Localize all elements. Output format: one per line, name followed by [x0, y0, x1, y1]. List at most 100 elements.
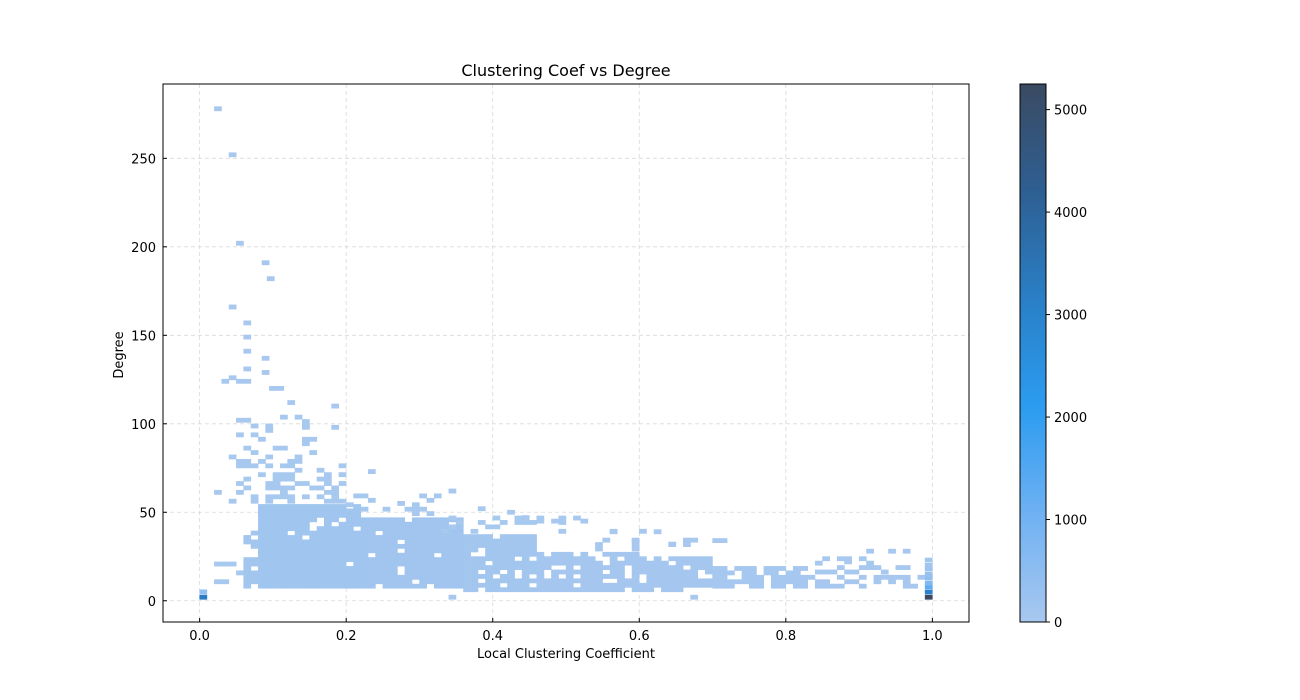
histogram-cell — [463, 538, 471, 544]
histogram-cell — [280, 414, 288, 420]
histogram-cell — [243, 348, 252, 354]
histogram-cell — [250, 574, 259, 580]
histogram-cell — [265, 548, 274, 554]
histogram-cell — [419, 574, 427, 580]
histogram-cell — [375, 526, 384, 532]
histogram-cell — [258, 521, 266, 527]
histogram-cell — [455, 520, 464, 525]
histogram-cell — [573, 578, 581, 584]
histogram-cell — [382, 570, 391, 576]
histogram-cell — [214, 561, 222, 567]
histogram-cell — [558, 569, 567, 575]
histogram-cell — [345, 508, 354, 514]
histogram-cell — [272, 530, 281, 536]
histogram-cell — [902, 574, 911, 580]
histogram-cell — [265, 574, 274, 580]
histogram-cell — [280, 463, 288, 469]
histogram-cell — [265, 504, 274, 509]
histogram-cell — [587, 582, 596, 588]
histogram-cell — [507, 574, 515, 579]
histogram-cell — [455, 561, 464, 567]
histogram-cell — [404, 548, 413, 554]
histogram-cell — [470, 534, 479, 540]
histogram-cell — [565, 587, 574, 593]
histogram-cell — [411, 521, 420, 527]
histogram-cell — [272, 517, 281, 523]
histogram-cell — [426, 539, 435, 545]
histogram-cell — [617, 587, 625, 593]
histogram-cell — [287, 570, 296, 576]
histogram-cell — [712, 570, 721, 576]
histogram-cell — [851, 569, 860, 575]
histogram-cell — [551, 556, 559, 562]
histogram-cell — [272, 485, 281, 491]
histogram-cell — [507, 551, 515, 557]
histogram-cell — [888, 548, 896, 554]
histogram-cell — [345, 517, 354, 523]
histogram-cell — [617, 560, 625, 566]
histogram-cell — [910, 583, 918, 589]
histogram-cell — [258, 508, 266, 514]
histogram-cell — [727, 583, 735, 589]
histogram-cell — [433, 517, 442, 523]
colorbar-tick-label: 5000 — [1054, 104, 1087, 119]
histogram-cell — [580, 578, 589, 584]
histogram-cell — [529, 547, 537, 553]
histogram-cell — [302, 570, 310, 576]
histogram-cell — [345, 552, 354, 558]
histogram-cell — [236, 489, 244, 495]
histogram-cell — [448, 530, 457, 536]
histogram-cell — [243, 561, 252, 567]
histogram-cell — [609, 560, 618, 566]
histogram-cell — [287, 566, 296, 571]
histogram-cell — [269, 385, 277, 391]
histogram-cell — [316, 570, 325, 576]
histogram-cell — [595, 565, 603, 570]
histogram-cell — [287, 472, 296, 478]
histogram-cell — [748, 570, 757, 576]
histogram-cell — [587, 587, 596, 593]
histogram-cell — [324, 583, 332, 589]
histogram-cell — [441, 535, 449, 540]
histogram-cell — [595, 560, 603, 566]
histogram-cell — [331, 566, 340, 571]
histogram-cell — [353, 579, 362, 585]
histogram-cell — [521, 578, 530, 584]
histogram-cell — [661, 582, 669, 588]
histogram-cell — [389, 552, 398, 558]
histogram-cell — [719, 574, 728, 580]
histogram-cell — [309, 539, 318, 545]
histogram-cell — [661, 569, 669, 575]
histogram-cell — [558, 528, 567, 534]
histogram-cell — [543, 565, 552, 570]
histogram-cell — [419, 583, 427, 589]
histogram-cell — [485, 524, 493, 530]
histogram-cell — [294, 504, 303, 509]
histogram-cell — [565, 551, 574, 557]
histogram-cell — [243, 583, 252, 589]
histogram-cell — [492, 538, 501, 544]
histogram-cell — [551, 551, 559, 557]
histogram-cell — [324, 526, 332, 532]
histogram-cell — [873, 579, 882, 585]
histogram-cell — [419, 535, 427, 540]
histogram-cell — [258, 570, 266, 576]
histogram-cell — [294, 481, 303, 486]
histogram-cell — [287, 535, 296, 540]
histogram-cell — [331, 543, 340, 549]
histogram-cell — [778, 583, 787, 589]
histogram-cell — [521, 569, 530, 575]
histogram-cell — [712, 566, 721, 571]
histogram-cell — [280, 512, 288, 518]
histogram-cell — [455, 570, 464, 576]
histogram-cell — [712, 579, 721, 585]
histogram-cell — [360, 539, 369, 545]
histogram-cell — [609, 556, 618, 562]
histogram-cell — [345, 535, 354, 540]
histogram-cell — [463, 547, 471, 553]
histogram-cell — [294, 414, 303, 420]
histogram-cell — [221, 561, 230, 567]
histogram-cell — [463, 534, 471, 540]
histogram-cell — [433, 566, 442, 571]
histogram-cell — [683, 537, 691, 543]
